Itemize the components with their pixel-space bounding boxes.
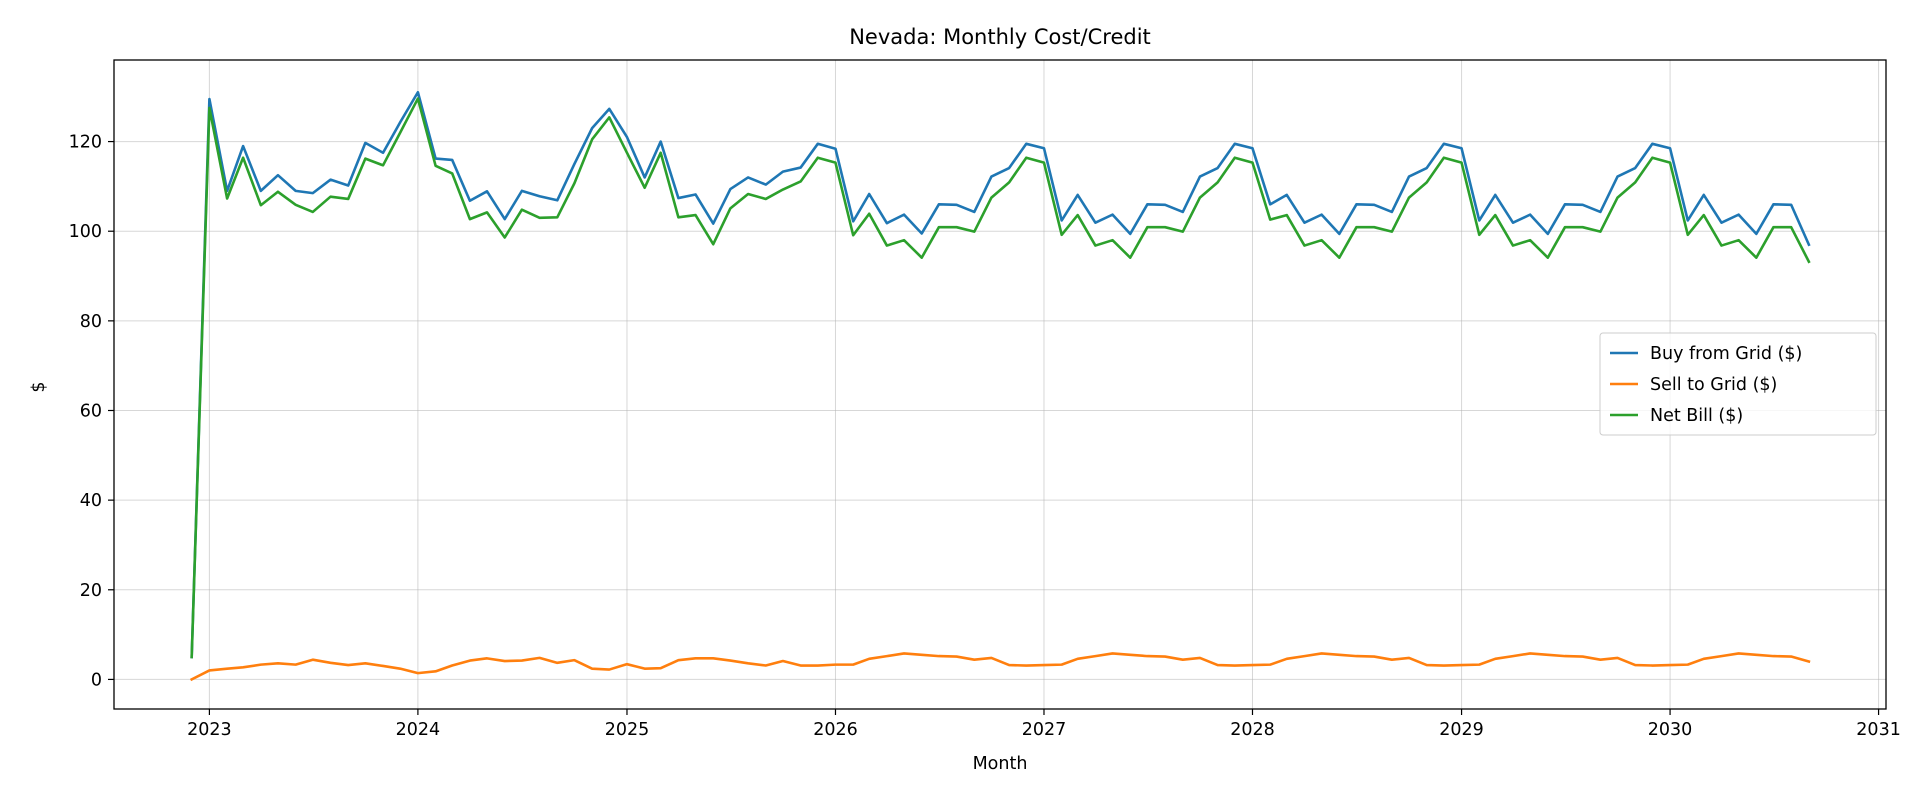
series-line-1 [190, 90, 1811, 659]
y-tick-label: 20 [80, 581, 102, 601]
x-axis-title: Month [973, 754, 1028, 774]
y-tick-label: 80 [80, 312, 102, 332]
y-tick-label: 0 [91, 670, 102, 690]
x-tick-label: 2023 [187, 720, 232, 740]
x-tick-label: 2031 [1856, 720, 1901, 740]
y-tick-label: 40 [80, 491, 102, 511]
y-tick-label: 100 [69, 222, 102, 242]
plot-frame [113, 59, 1887, 710]
legend-label: Buy from Grid ($) [1650, 344, 1802, 364]
x-tick-label: 2026 [813, 720, 858, 740]
series-lines [189, 90, 1811, 682]
x-tick-label: 2028 [1230, 720, 1275, 740]
legend-label: Net Bill ($) [1650, 406, 1743, 426]
legend-label: Sell to Grid ($) [1650, 375, 1777, 395]
legend: Buy from Grid ($) Sell to Grid ($) Net Bil… [1599, 332, 1877, 436]
chart-title: Nevada: Monthly Cost/Credit [849, 25, 1151, 49]
legend-box [1599, 332, 1877, 436]
y-axis-title: $ [29, 381, 49, 392]
x-tick-label: 2024 [396, 720, 441, 740]
x-tick-label: 2029 [1439, 720, 1484, 740]
y-tick-label: 120 [69, 133, 102, 153]
legend-item: Net Bill ($) [1610, 406, 1743, 426]
x-axis: 2023 2024 2025 2026 2027 2028 2029 2030 2031 [187, 709, 1901, 740]
x-tick-label: 2030 [1648, 720, 1693, 740]
legend-item: Buy from Grid ($) [1610, 344, 1802, 364]
series-line-2 [189, 652, 1811, 682]
x-tick-label: 2025 [605, 720, 650, 740]
series-line-3 [190, 97, 1811, 659]
legend-item: Sell to Grid ($) [1610, 375, 1777, 395]
y-tick-label: 60 [80, 401, 102, 421]
gridlines [114, 60, 1886, 709]
x-tick-label: 2027 [1022, 720, 1067, 740]
y-axis: 0 20 40 60 80 100 120 [69, 133, 114, 690]
